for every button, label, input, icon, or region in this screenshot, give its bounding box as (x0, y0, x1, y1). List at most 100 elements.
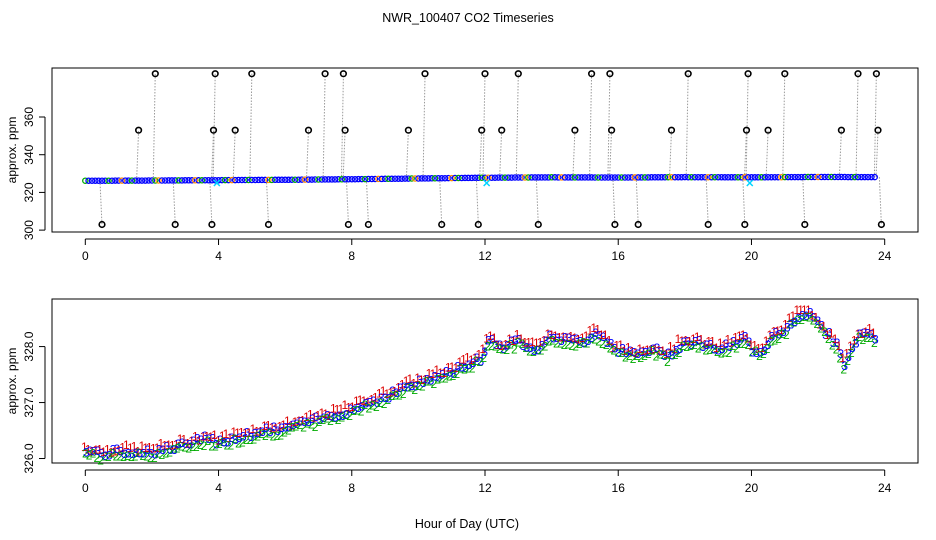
baseline-point (761, 174, 769, 181)
series-3-glyph: 3 (688, 338, 695, 352)
series-3-glyph: 3 (217, 433, 224, 447)
series-1-glyph: 1 (813, 311, 820, 325)
series-3-glyph: 3 (872, 332, 879, 346)
series-3-glyph: 3 (443, 365, 450, 379)
series-3-glyph: 3 (638, 345, 645, 359)
series-1-glyph: 1 (127, 441, 134, 455)
baseline-point (291, 176, 299, 183)
series-2-glyph: 2 (553, 336, 560, 350)
series-3-glyph: 3 (91, 444, 98, 458)
series-1-glyph: 1 (372, 391, 379, 405)
series-1-glyph: 1 (460, 353, 467, 367)
series-2-glyph: 2 (205, 434, 212, 448)
series-2-glyph: 2 (565, 338, 572, 352)
series-1-glyph: 1 (694, 330, 701, 344)
series-3-glyph: 3 (658, 344, 665, 358)
series-1-glyph: 1 (587, 324, 594, 338)
series-2-glyph: 2 (116, 449, 123, 463)
spike-drop-line (765, 130, 769, 178)
baseline-point (624, 174, 632, 181)
series-2-glyph: 2 (637, 351, 644, 365)
series-2-glyph: 2 (580, 335, 587, 349)
series-3-glyph: 3 (738, 332, 745, 346)
baseline-point (161, 177, 169, 184)
series-2-glyph: 2 (545, 335, 552, 349)
spike-point (339, 70, 348, 78)
top-x-tick-label: 0 (82, 249, 89, 263)
series-2-glyph: 2 (588, 332, 595, 346)
series-2-glyph: 2 (308, 417, 315, 431)
series-2-glyph: 2 (358, 405, 365, 419)
series-1-glyph: 1 (468, 353, 475, 367)
baseline-point (754, 174, 762, 181)
baseline-point (261, 176, 269, 184)
series-3-glyph: 3 (393, 386, 400, 400)
series-2-glyph: 2 (155, 446, 162, 460)
series-2-glyph: 2 (603, 338, 610, 352)
series-1-glyph: 1 (575, 332, 582, 346)
series-1-glyph: 1 (200, 429, 207, 443)
series-1-glyph: 1 (675, 332, 682, 346)
series-3-glyph: 3 (428, 374, 435, 388)
series-3-glyph: 3 (761, 344, 768, 358)
bottom-y-tick-label: 327.0 (22, 387, 36, 417)
baseline-point (278, 176, 286, 184)
series-2-glyph: 2 (645, 347, 652, 361)
series-1-glyph: 1 (115, 444, 122, 458)
series-1-glyph: 1 (579, 331, 586, 345)
series-1-glyph: 1 (663, 347, 670, 361)
baseline-point (674, 173, 682, 181)
series-1-glyph: 1 (656, 344, 663, 358)
series-2-glyph: 2 (737, 337, 744, 351)
series-3-glyph: 3 (696, 334, 703, 348)
series-2-glyph: 2 (239, 435, 246, 449)
spike-point (248, 70, 256, 78)
baseline-point (428, 175, 435, 182)
series-2-glyph: 2 (178, 440, 185, 454)
series-3-glyph: 3 (822, 328, 829, 342)
series-3-glyph: 3 (274, 424, 281, 438)
baseline-point (191, 177, 199, 184)
spike-point (478, 126, 486, 134)
series-2-glyph: 2 (208, 440, 215, 454)
series-3-glyph: 3 (765, 338, 772, 352)
series-2-glyph: 2 (431, 377, 438, 391)
series-1-glyph: 1 (387, 386, 394, 400)
baseline-point (108, 177, 116, 184)
baseline-point (551, 174, 559, 181)
top-x-tick-label: 24 (878, 249, 892, 263)
baseline-point (498, 174, 505, 181)
series-2-glyph: 2 (105, 450, 112, 464)
series-3-glyph: 3 (363, 397, 370, 411)
series-1-glyph: 1 (453, 361, 460, 375)
series-2-glyph: 2 (454, 367, 461, 381)
baseline-point (671, 173, 679, 181)
spike-point (744, 70, 752, 78)
series-3-glyph: 3 (389, 384, 396, 398)
series-3-glyph: 3 (772, 326, 779, 340)
series-3-glyph: 3 (845, 350, 852, 364)
series-2-glyph: 2 (649, 343, 656, 357)
spike-point (607, 126, 616, 134)
series-1-glyph: 1 (303, 410, 310, 424)
series-1-glyph: 1 (518, 332, 525, 346)
spike-point (498, 126, 506, 134)
series-1-glyph: 1 (525, 336, 532, 350)
baseline-point (435, 174, 442, 182)
baseline-point (808, 173, 815, 181)
series-3-glyph: 3 (259, 425, 266, 439)
series-3-glyph: 3 (202, 429, 209, 443)
series-2-glyph: 2 (499, 342, 506, 356)
baseline-point (105, 177, 112, 184)
baseline-point (791, 173, 799, 181)
spike-drop-line (535, 177, 539, 225)
series-3-glyph: 3 (229, 431, 236, 445)
series-3-glyph: 3 (477, 355, 484, 369)
series-2-glyph: 2 (247, 433, 254, 447)
series-1-glyph: 1 (617, 338, 624, 352)
spike-drop-line (607, 73, 611, 178)
series-2-glyph: 2 (385, 393, 392, 407)
baseline-point (664, 173, 672, 181)
series-3-glyph: 3 (504, 338, 511, 352)
